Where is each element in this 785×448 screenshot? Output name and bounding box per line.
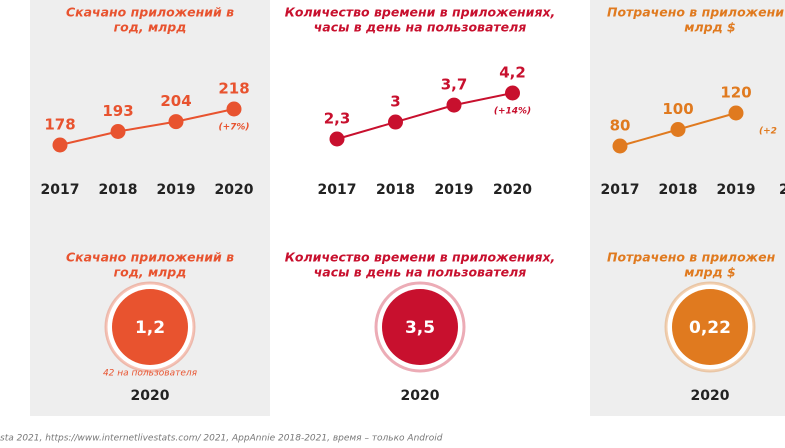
value-label: 218 (218, 80, 249, 98)
x-tick-label: 2017 (601, 182, 640, 198)
chart-title: часы в день на пользователя (314, 20, 527, 35)
stat-value: 1,2 (135, 318, 165, 338)
stat-circle (112, 289, 188, 365)
value-label: 4,2 (499, 64, 526, 82)
point (728, 105, 744, 121)
stat-title: млрд $ (684, 265, 735, 280)
stat-year: 2020 (131, 388, 170, 404)
x-tick-label: 2019 (717, 182, 756, 198)
growth-note: (+7%) (218, 123, 249, 133)
growth-note: (+2 (759, 127, 777, 137)
value-label: 120 (720, 84, 751, 102)
point (446, 97, 462, 113)
value-label: 3 (390, 93, 400, 111)
stat-value: 0,22 (689, 318, 731, 338)
chart-title: год, млрд (114, 20, 187, 35)
stat-value: 3,5 (405, 318, 435, 338)
x-tick-label: 2019 (157, 182, 196, 198)
value-label: 193 (102, 102, 133, 120)
x-tick-label: 2020 (493, 182, 532, 198)
x-tick-label: 20 (779, 182, 785, 198)
line (336, 92, 513, 140)
x-tick-label: 2019 (435, 182, 474, 198)
stat-circle (382, 289, 458, 365)
stat-circle (672, 289, 748, 365)
stat-year: 2020 (401, 388, 440, 404)
value-label: 178 (44, 116, 75, 134)
value-label: 80 (610, 117, 631, 135)
x-tick-label: 2018 (376, 182, 415, 198)
x-tick-label: 2017 (318, 182, 357, 198)
point (505, 85, 520, 101)
stat-title: Потрачено в приложен (607, 250, 776, 265)
stat-year: 2020 (691, 388, 730, 404)
chart-title: млрд $ (684, 20, 735, 35)
chart-title: Скачано приложений в (66, 5, 234, 20)
stat-title: Скачано приложений в (66, 250, 234, 265)
chart-title: Потрачено в приложени (607, 5, 784, 20)
value-label: 100 (662, 100, 693, 118)
stat-note: 42 на пользователя (103, 369, 198, 379)
value-label: 204 (160, 92, 191, 110)
point (226, 101, 242, 117)
footnote: sta 2021, https://www.internetlivestats.… (0, 434, 443, 444)
point (52, 137, 68, 153)
stat-title: год, млрд (114, 265, 187, 280)
chart-title: Количество времени в приложениях, (285, 5, 556, 20)
x-tick-label: 2020 (215, 182, 254, 198)
stat-title: часы в день на пользователя (314, 265, 527, 280)
x-tick-label: 2018 (99, 182, 138, 198)
growth-note: (+14%) (494, 107, 531, 117)
value-label: 3,7 (441, 76, 468, 94)
value-label: 2,3 (324, 110, 351, 128)
point (388, 114, 403, 130)
x-tick-label: 2017 (41, 182, 80, 198)
point (329, 131, 345, 147)
stat-title: Количество времени в приложениях, (285, 250, 556, 265)
point (110, 124, 126, 139)
point (168, 114, 184, 130)
point (670, 122, 686, 137)
x-tick-label: 2018 (659, 182, 698, 198)
point (612, 138, 628, 154)
line (59, 108, 235, 146)
